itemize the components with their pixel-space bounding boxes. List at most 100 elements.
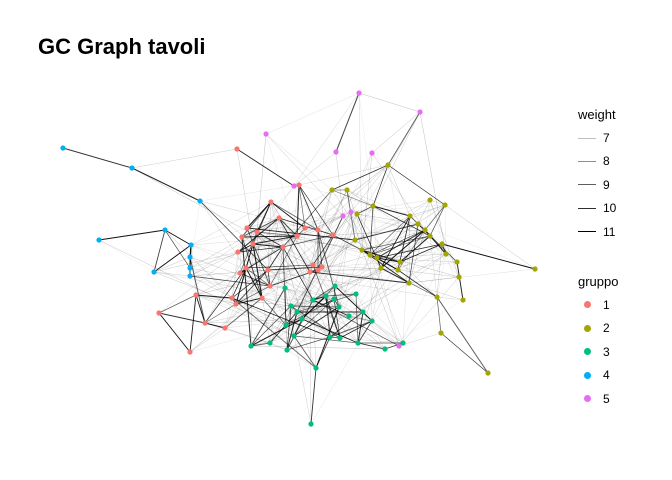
- edge: [153, 271, 237, 305]
- edge: [317, 229, 356, 241]
- node-group-1: [235, 249, 241, 255]
- edge: [267, 217, 280, 271]
- edge: [293, 335, 317, 369]
- edge: [190, 227, 248, 246]
- nodes-layer: [60, 90, 538, 427]
- edge: [387, 111, 421, 166]
- light-edges-layer: [98, 92, 536, 425]
- edge: [334, 213, 358, 287]
- edge: [348, 315, 386, 350]
- edge: [269, 189, 348, 344]
- edge: [376, 253, 447, 259]
- node-group-3: [283, 322, 289, 328]
- node-group-1: [310, 262, 316, 268]
- edge: [304, 164, 389, 229]
- edge: [296, 235, 371, 256]
- edge: [245, 267, 271, 287]
- edge: [387, 164, 446, 206]
- edge: [387, 164, 410, 284]
- group-legend-dot: [583, 348, 591, 356]
- edge: [333, 298, 400, 347]
- node-group-2: [443, 251, 449, 257]
- edge: [189, 251, 239, 277]
- edge: [298, 184, 334, 236]
- edge: [335, 92, 360, 153]
- edge: [282, 164, 389, 248]
- edge: [270, 201, 340, 308]
- edge: [190, 244, 197, 296]
- node-group-1: [280, 244, 286, 250]
- edge: [189, 275, 373, 322]
- edge: [369, 229, 426, 256]
- edge: [298, 184, 306, 229]
- node-group-4: [162, 227, 168, 233]
- edge: [309, 271, 312, 425]
- edge: [278, 217, 314, 301]
- edge: [164, 229, 233, 299]
- edge: [131, 167, 201, 202]
- edge: [235, 297, 263, 305]
- node-group-1: [315, 227, 321, 233]
- node-group-1: [237, 270, 243, 276]
- edge: [285, 295, 327, 326]
- edge: [361, 152, 373, 251]
- edge: [265, 133, 333, 191]
- edge: [310, 367, 317, 425]
- edge: [195, 272, 241, 296]
- edge: [286, 336, 331, 351]
- edge: [408, 229, 426, 284]
- edge: [436, 296, 464, 301]
- edge: [397, 243, 443, 271]
- edge: [98, 239, 155, 273]
- weight-legend-label: 7: [603, 130, 610, 145]
- node-group-3: [323, 293, 329, 299]
- edge: [261, 234, 334, 299]
- edge: [252, 92, 360, 245]
- edge: [204, 243, 254, 324]
- node-group-3: [299, 316, 305, 322]
- edge: [397, 235, 431, 271]
- edge: [189, 256, 317, 369]
- group-legend-label: 1: [603, 297, 610, 312]
- edge: [399, 243, 443, 263]
- edge: [189, 217, 280, 269]
- edge: [312, 189, 333, 266]
- edge: [270, 201, 306, 229]
- edge: [342, 215, 378, 259]
- edge: [444, 204, 447, 255]
- edge: [153, 229, 166, 273]
- node-group-2: [454, 259, 460, 265]
- node-group-5: [263, 131, 269, 137]
- node-group-3: [308, 421, 314, 427]
- node-group-2: [460, 297, 466, 303]
- edge: [331, 189, 374, 207]
- edge: [317, 211, 352, 231]
- edge: [261, 297, 303, 320]
- node-group-4: [151, 269, 157, 275]
- edge: [331, 189, 378, 259]
- edge: [241, 217, 280, 238]
- edge: [286, 253, 447, 351]
- edge: [189, 285, 271, 353]
- edge: [261, 297, 287, 326]
- edge: [424, 199, 431, 231]
- node-group-4: [129, 165, 135, 171]
- group-legend: gruppo 1 2 3 4 5: [578, 274, 618, 411]
- edge: [296, 235, 373, 322]
- edge: [312, 111, 421, 301]
- node-group-4: [187, 273, 193, 279]
- edge: [270, 201, 319, 231]
- edge: [269, 342, 288, 351]
- node-group-1: [229, 295, 235, 301]
- edge: [293, 306, 340, 337]
- weight-legend: weight 7 8 9 10 11: [578, 107, 616, 244]
- edge: [286, 305, 292, 351]
- edge: [269, 318, 303, 344]
- group-legend-item: 5: [578, 387, 618, 411]
- edge: [278, 217, 284, 248]
- edge: [252, 243, 284, 248]
- node-group-3: [346, 313, 352, 319]
- edge: [372, 164, 389, 207]
- edge: [153, 244, 192, 273]
- edge: [237, 246, 284, 253]
